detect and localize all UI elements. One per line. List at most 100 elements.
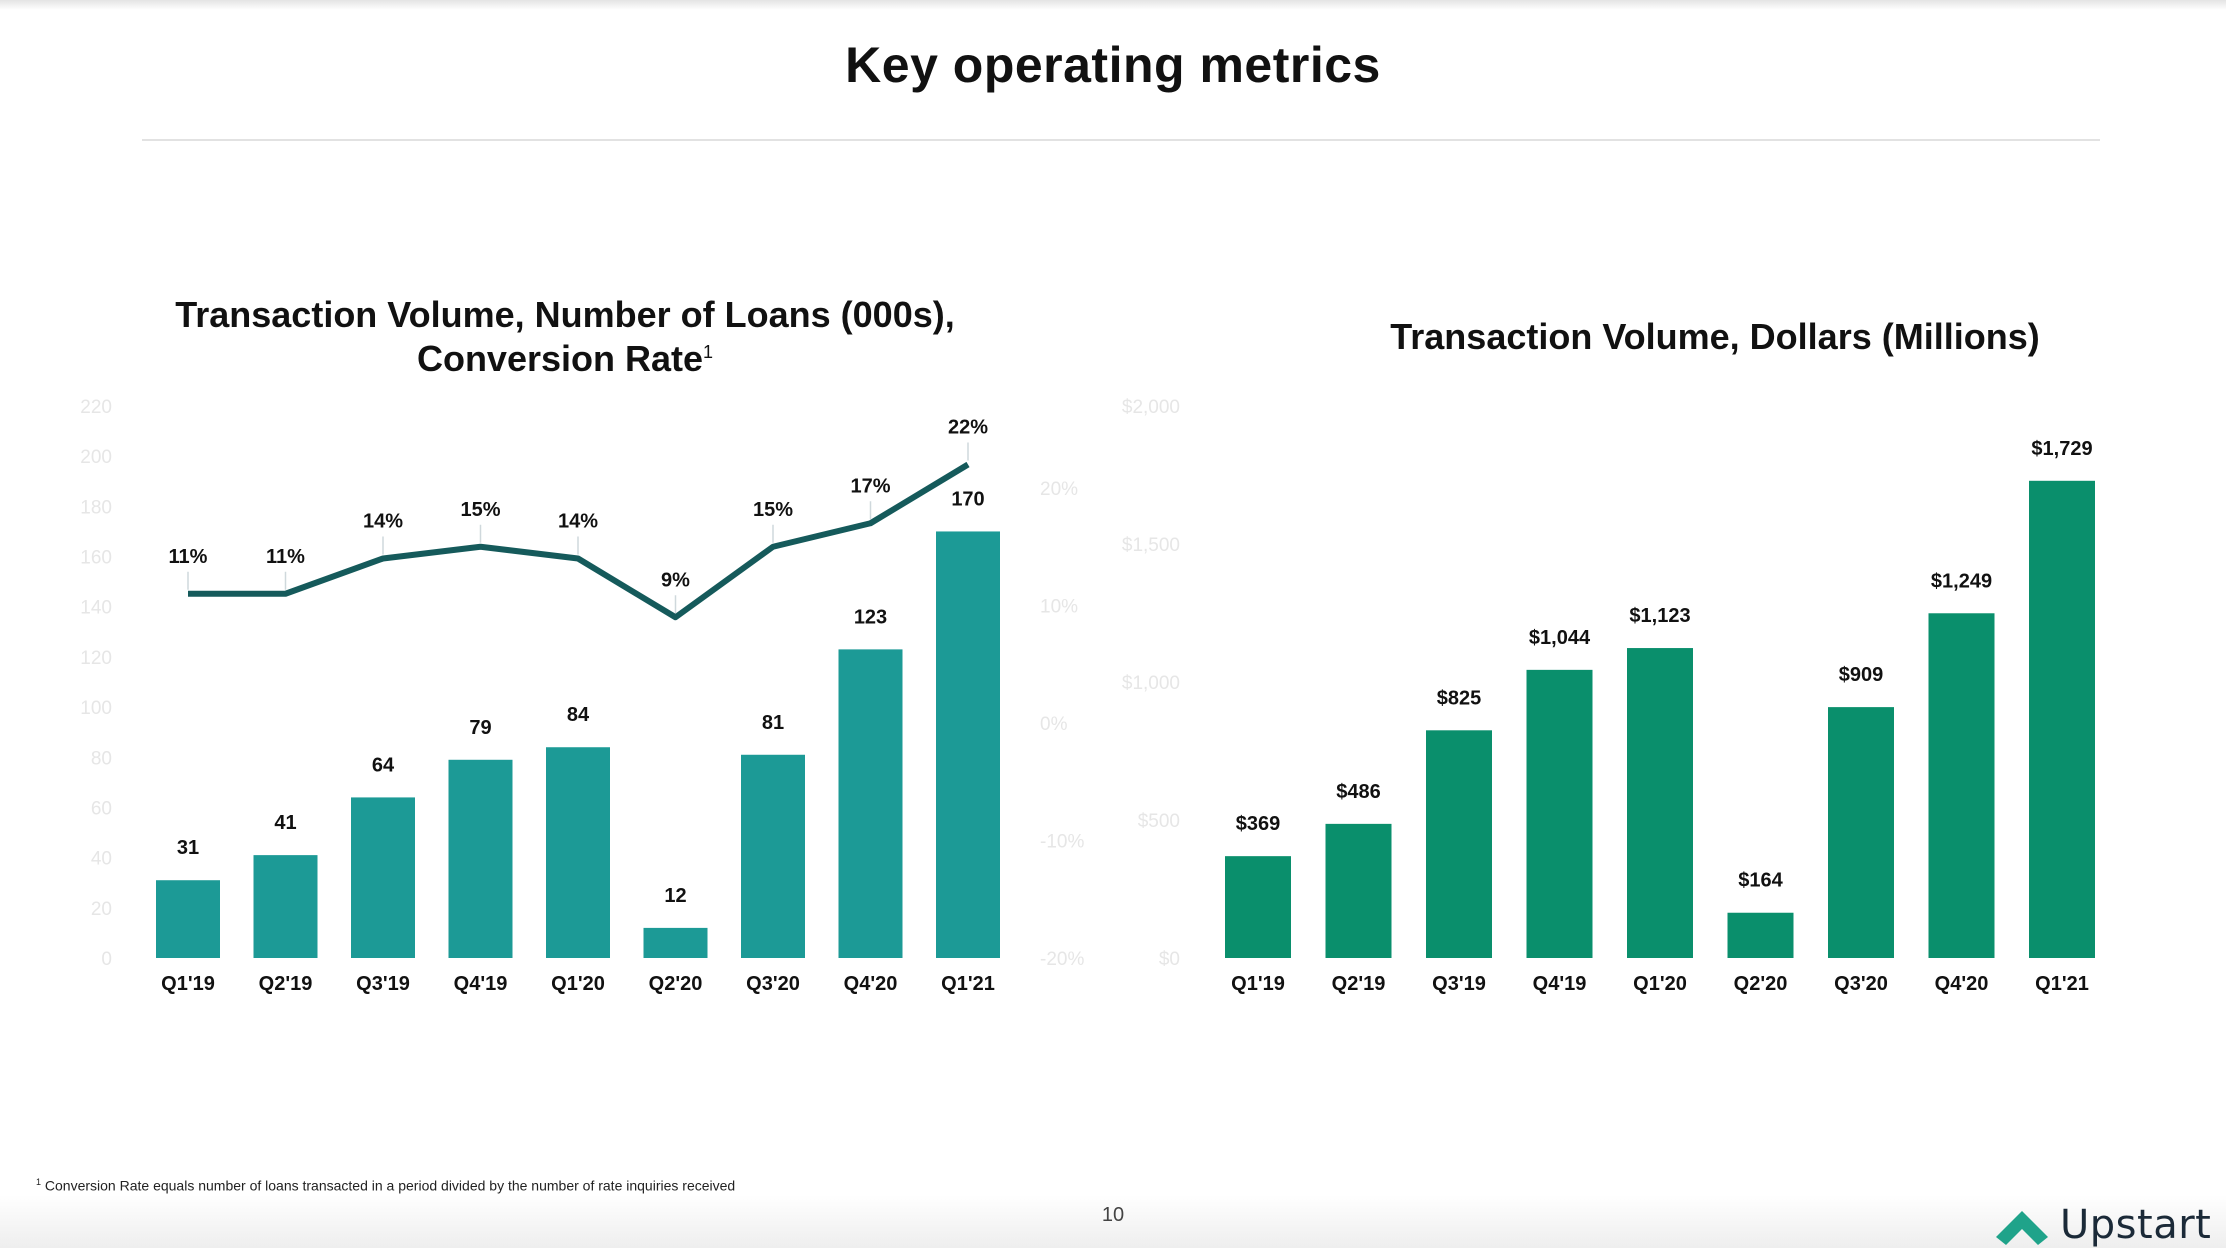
left-chart-title-footnote-marker: 1 bbox=[703, 342, 714, 362]
loans-data-label: 123 bbox=[854, 606, 887, 628]
loans-data-label: 64 bbox=[372, 754, 395, 776]
loans-data-label: 12 bbox=[664, 885, 686, 907]
dollars-data-label: $1,729 bbox=[2031, 438, 2092, 460]
dollars-data-label: $369 bbox=[1236, 813, 1281, 835]
left-chart-title-line1: Transaction Volume, Number of Loans (000… bbox=[175, 294, 955, 335]
dollars-bar bbox=[1828, 707, 1894, 958]
conversion-rate-line bbox=[188, 461, 970, 621]
left-y-tick-label: 140 bbox=[80, 598, 112, 619]
dollars-x-tick-label: Q1'21 bbox=[2035, 973, 2089, 995]
dollars-y-tick-label: $500 bbox=[1138, 811, 1180, 832]
left-y-tick-label: 20 bbox=[91, 899, 112, 920]
loans-bar bbox=[253, 855, 318, 958]
upstart-logo: Upstart bbox=[1992, 1202, 2211, 1248]
dollars-x-tick-label: Q3'19 bbox=[1432, 973, 1486, 995]
page-number: 10 bbox=[1101, 1204, 1125, 1226]
left-chart-title-line2: Conversion Rate bbox=[416, 338, 704, 379]
left-x-tick-label: Q2'20 bbox=[649, 973, 703, 995]
left-y-tick-label: 0 bbox=[101, 949, 112, 970]
conversion-rate-label: 15% bbox=[460, 499, 500, 521]
right-y-tick-label: -10% bbox=[1040, 832, 1084, 853]
dollars-y-tick-label: $0 bbox=[1159, 949, 1180, 970]
conversion-rate-label: 22% bbox=[948, 417, 988, 439]
bottom-shadow bbox=[0, 1195, 2226, 1248]
left-y-tick-label: 100 bbox=[80, 698, 112, 719]
dollars-bar bbox=[1727, 912, 1794, 958]
left-y-tick-label: 160 bbox=[80, 548, 112, 569]
conversion-rate-label: 15% bbox=[753, 499, 793, 521]
loans-data-label: 31 bbox=[177, 837, 199, 859]
left-y-tick-label: 220 bbox=[80, 397, 112, 418]
loans-bar bbox=[351, 797, 415, 958]
brand-name: Upstart bbox=[2060, 1202, 2212, 1248]
conversion-rate-label: 14% bbox=[363, 511, 403, 533]
dollars-data-label: $909 bbox=[1839, 664, 1884, 686]
footnote-marker: 1 bbox=[36, 1177, 42, 1187]
dollars-data-label: $825 bbox=[1437, 687, 1482, 709]
dollars-data-label: $1,249 bbox=[1931, 570, 1992, 592]
conversion-rate-label: 14% bbox=[558, 511, 598, 533]
left-y-tick-label: 40 bbox=[91, 849, 112, 870]
dollars-bar bbox=[1325, 823, 1392, 958]
left-chart-title: Transaction Volume, Number of Loans (000… bbox=[100, 293, 1030, 381]
conversion-rate-label: 11% bbox=[169, 546, 208, 568]
right-y-tick-label: 0% bbox=[1040, 714, 1068, 735]
dollars-x-tick-label: Q1'19 bbox=[1231, 973, 1285, 995]
dollars-x-tick-label: Q1'20 bbox=[1633, 973, 1687, 995]
page-title: Key operating metrics bbox=[845, 37, 1381, 93]
dollars-bar bbox=[1627, 648, 1693, 958]
dollars-y-tick-label: $1,500 bbox=[1122, 535, 1180, 556]
loans-data-label: 84 bbox=[567, 704, 590, 726]
right-chart-title: Transaction Volume, Dollars (Millions) bbox=[1390, 316, 2040, 357]
dollars-x-tick-label: Q4'19 bbox=[1533, 973, 1587, 995]
dollars-data-label: $1,044 bbox=[1529, 627, 1591, 649]
loans-bar bbox=[546, 747, 610, 958]
footnote-text: Conversion Rate equals number of loans t… bbox=[44, 1177, 736, 1194]
left-y-tick-label: 120 bbox=[80, 648, 112, 669]
dollars-x-tick-label: Q4'20 bbox=[1935, 973, 1989, 995]
left-x-tick-label: Q3'20 bbox=[746, 973, 800, 995]
left-y-tick-label: 80 bbox=[91, 748, 112, 769]
dollars-x-tick-label: Q2'20 bbox=[1734, 973, 1788, 995]
dollars-data-label: $164 bbox=[1738, 870, 1783, 892]
loans-bar bbox=[741, 754, 805, 958]
left-x-tick-label: Q4'19 bbox=[454, 973, 508, 995]
upstart-chevron-icon bbox=[1996, 1211, 2048, 1245]
right-y-tick-label: 20% bbox=[1040, 479, 1078, 500]
loans-data-label: 41 bbox=[274, 812, 296, 834]
dollars-data-label: $486 bbox=[1336, 781, 1381, 803]
loans-bar bbox=[156, 880, 220, 958]
dollars-bar bbox=[2029, 480, 2095, 958]
left-x-tick-label: Q4'20 bbox=[844, 973, 898, 995]
left-x-tick-label: Q1'20 bbox=[551, 973, 605, 995]
loans-data-label: 170 bbox=[951, 488, 984, 510]
dollars-bar bbox=[1225, 856, 1291, 958]
loans-bar bbox=[936, 531, 1000, 958]
dollars-x-tick-label: Q3'20 bbox=[1834, 973, 1888, 995]
loans-bar bbox=[838, 649, 903, 958]
conversion-rate-label: 17% bbox=[850, 475, 890, 497]
dollars-bar bbox=[1928, 613, 1995, 958]
title-divider bbox=[142, 139, 2100, 141]
right-y-tick-label: -20% bbox=[1040, 949, 1084, 970]
conversion-rate-label: 9% bbox=[661, 569, 690, 591]
left-y-tick-label: 200 bbox=[80, 447, 112, 468]
dollars-bar bbox=[1526, 669, 1593, 958]
left-x-tick-label: Q1'21 bbox=[941, 973, 995, 995]
footnote: 1 Conversion Rate equals number of loans… bbox=[36, 1177, 735, 1194]
dollars-data-label: $1,123 bbox=[1629, 605, 1690, 627]
dollars-x-tick-label: Q2'19 bbox=[1332, 973, 1386, 995]
left-y-tick-label: 60 bbox=[91, 798, 112, 819]
left-y-tick-label: 180 bbox=[80, 497, 112, 518]
left-x-tick-label: Q2'19 bbox=[259, 973, 313, 995]
left-x-tick-label: Q1'19 bbox=[161, 973, 215, 995]
loans-data-label: 81 bbox=[762, 712, 784, 734]
dollars-y-tick-label: $2,000 bbox=[1122, 397, 1180, 418]
dollars-bar bbox=[1426, 730, 1492, 958]
top-shadow bbox=[0, 0, 2226, 10]
conversion-rate-label: 11% bbox=[266, 546, 305, 568]
dollars-y-tick-label: $1,000 bbox=[1122, 673, 1180, 694]
loans-data-label: 79 bbox=[469, 717, 491, 739]
right-y-tick-label: 10% bbox=[1040, 597, 1078, 618]
